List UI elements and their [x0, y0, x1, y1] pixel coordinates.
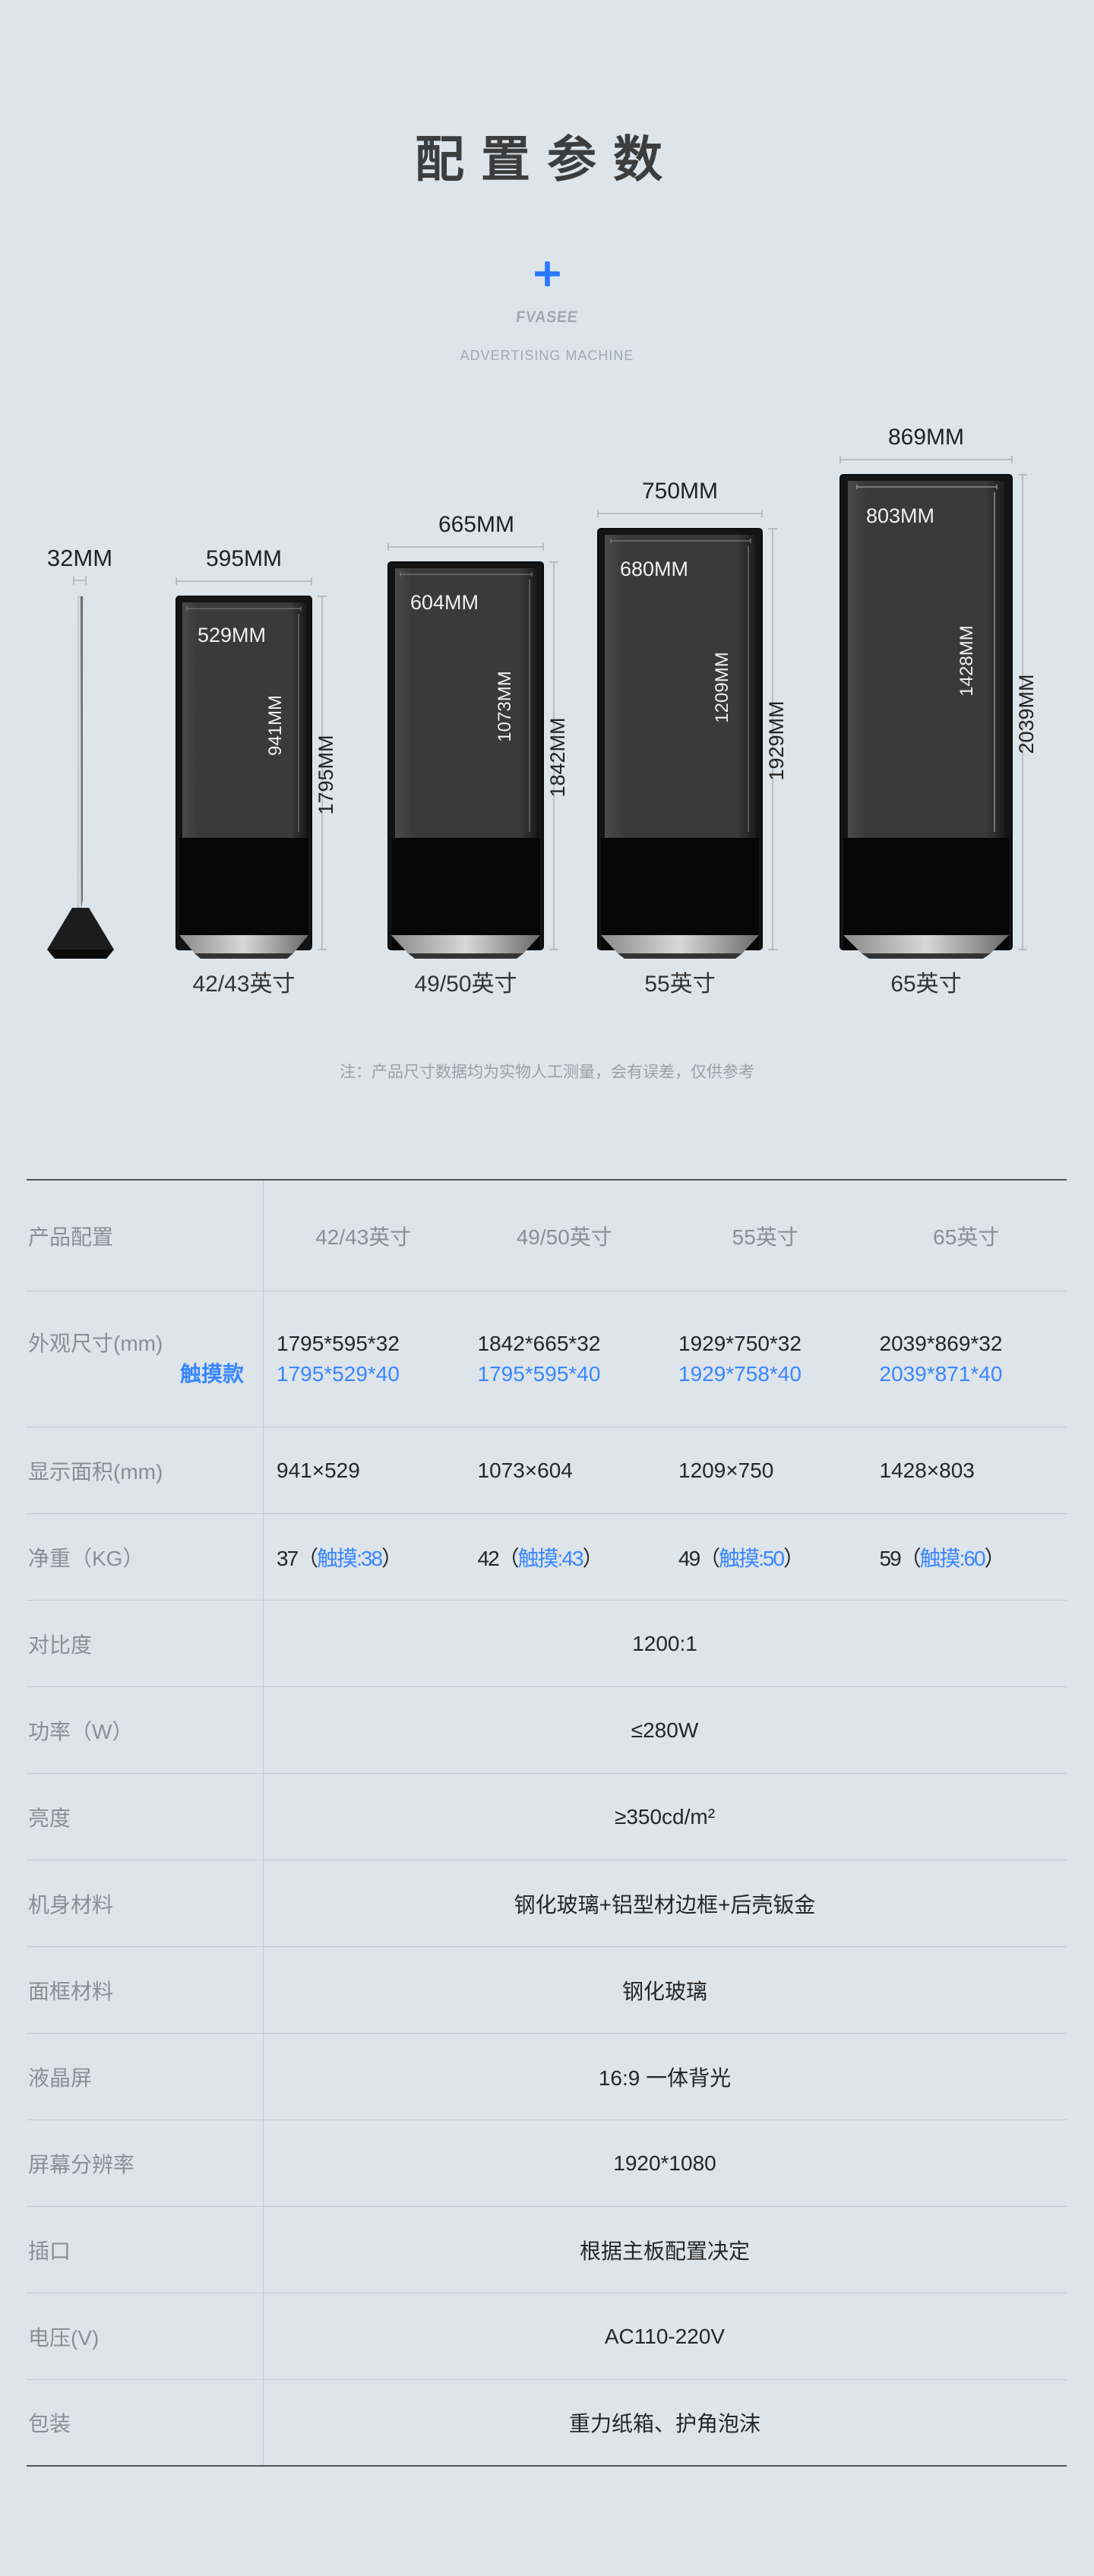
svg-text:32MM: 32MM — [47, 545, 112, 571]
svg-text:680MM: 680MM — [620, 558, 688, 580]
svg-text:665MM: 665MM — [438, 512, 514, 537]
svg-text:42/43英寸: 42/43英寸 — [192, 972, 295, 997]
svg-text:941MM: 941MM — [265, 695, 286, 756]
svg-text:529MM: 529MM — [198, 624, 266, 646]
svg-text:803MM: 803MM — [866, 504, 934, 527]
svg-text:604MM: 604MM — [410, 591, 479, 614]
svg-text:1795MM: 1795MM — [315, 735, 337, 814]
svg-text:1428MM: 1428MM — [956, 625, 977, 696]
svg-text:1842MM: 1842MM — [546, 717, 569, 797]
svg-text:595MM: 595MM — [206, 546, 282, 571]
svg-text:1929MM: 1929MM — [765, 700, 788, 780]
svg-text:55英寸: 55英寸 — [644, 972, 715, 997]
svg-text:49/50英寸: 49/50英寸 — [414, 972, 517, 997]
svg-text:750MM: 750MM — [642, 479, 718, 504]
svg-text:869MM: 869MM — [888, 425, 964, 450]
svg-text:1073MM: 1073MM — [495, 671, 515, 741]
svg-text:2039MM: 2039MM — [1015, 674, 1038, 754]
svg-text:65英寸: 65英寸 — [890, 972, 961, 997]
svg-text:1209MM: 1209MM — [712, 652, 732, 722]
